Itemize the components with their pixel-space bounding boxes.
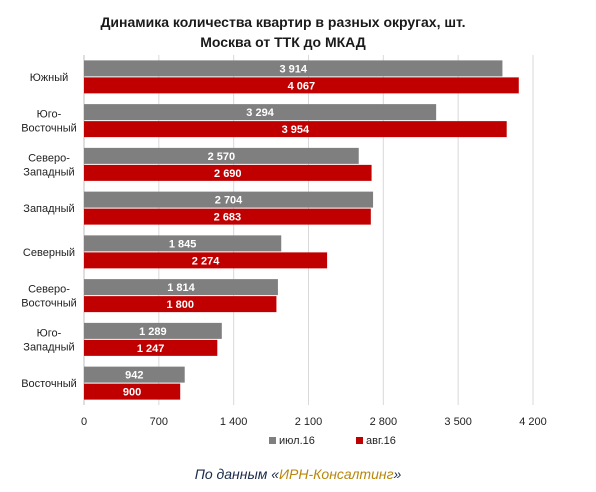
category-label: Северо-Восточный [21, 284, 77, 310]
bar-value-label: 4 067 [288, 80, 316, 92]
bar-aug [84, 77, 519, 94]
x-tick-label: 0 [81, 416, 87, 428]
legend-label: июл.16 [279, 435, 315, 447]
category-label: Северный [23, 247, 75, 259]
x-tick-label: 4 200 [519, 416, 547, 428]
bar-value-label: 2 274 [192, 255, 220, 267]
bar-aug [84, 339, 218, 356]
category-label: Южный [30, 72, 69, 84]
bar-value-label: 2 570 [208, 151, 236, 163]
category-label: Юго-Восточный [21, 109, 77, 135]
bar-value-label: 2 683 [214, 212, 242, 224]
x-tick-label: 700 [150, 416, 168, 428]
bars: 3 914 4 067 3 294 3 954 2 570 2 690 2 704 2 683… [84, 60, 519, 400]
bar-jul [84, 104, 437, 121]
category-labels: Южный Юго-Восточный Северо-Западный Западны… [21, 72, 77, 390]
x-tick-label: 3 500 [444, 416, 472, 428]
bar-jul [84, 147, 359, 164]
bar-value-label: 1 814 [167, 282, 195, 294]
bar-value-label: 1 247 [137, 343, 165, 355]
legend-swatch [356, 437, 363, 444]
bar-value-label: 3 954 [282, 124, 310, 136]
bar-value-label: 3 294 [246, 107, 274, 119]
bar-value-label: 1 800 [166, 299, 194, 311]
bar-jul [84, 279, 278, 296]
source-note: По данным «ИРН-Консалтинг» [0, 466, 596, 482]
source-suffix: » [393, 466, 402, 482]
bar-jul [84, 60, 503, 77]
legend: июл.16 авг.16 [269, 435, 396, 447]
bar-aug [84, 208, 371, 225]
bar-jul [84, 322, 222, 339]
bar-aug [84, 383, 181, 400]
bar-value-label: 1 845 [169, 238, 197, 250]
source-prefix: По данным « [194, 466, 280, 482]
chart-subtitle: Москва от ТТК до МКАД [200, 34, 366, 50]
x-tick-label: 2 100 [295, 416, 323, 428]
bar-aug [84, 252, 328, 269]
bar-value-label: 2 704 [215, 195, 243, 207]
bar-value-label: 1 289 [139, 326, 167, 338]
bar-aug [84, 164, 372, 181]
bar-value-label: 2 690 [214, 168, 242, 180]
bar-value-label: 3 914 [279, 63, 307, 75]
x-tick-label: 1 400 [220, 416, 248, 428]
bar-jul [84, 366, 185, 383]
x-axis-ticks: 0 700 1 400 2 100 2 800 3 500 4 200 [81, 416, 547, 428]
category-label: Северо-Западный [23, 152, 74, 178]
bar-value-label: 900 [123, 387, 141, 399]
legend-swatch [269, 437, 276, 444]
bar-jul [84, 235, 282, 252]
bar-value-label: 942 [125, 370, 143, 382]
legend-label: авг.16 [366, 435, 396, 447]
bar-jul [84, 191, 374, 208]
category-label: Восточный [21, 378, 77, 390]
category-label: Юго-Западный [23, 327, 74, 353]
x-tick-label: 2 800 [370, 416, 398, 428]
bar-aug [84, 296, 277, 313]
bar-aug [84, 121, 507, 138]
source-org: ИРН-Консалтинг [279, 466, 394, 482]
category-label: Западный [23, 203, 74, 215]
chart-title: Динамика количества квартир в разных окр… [100, 14, 465, 30]
